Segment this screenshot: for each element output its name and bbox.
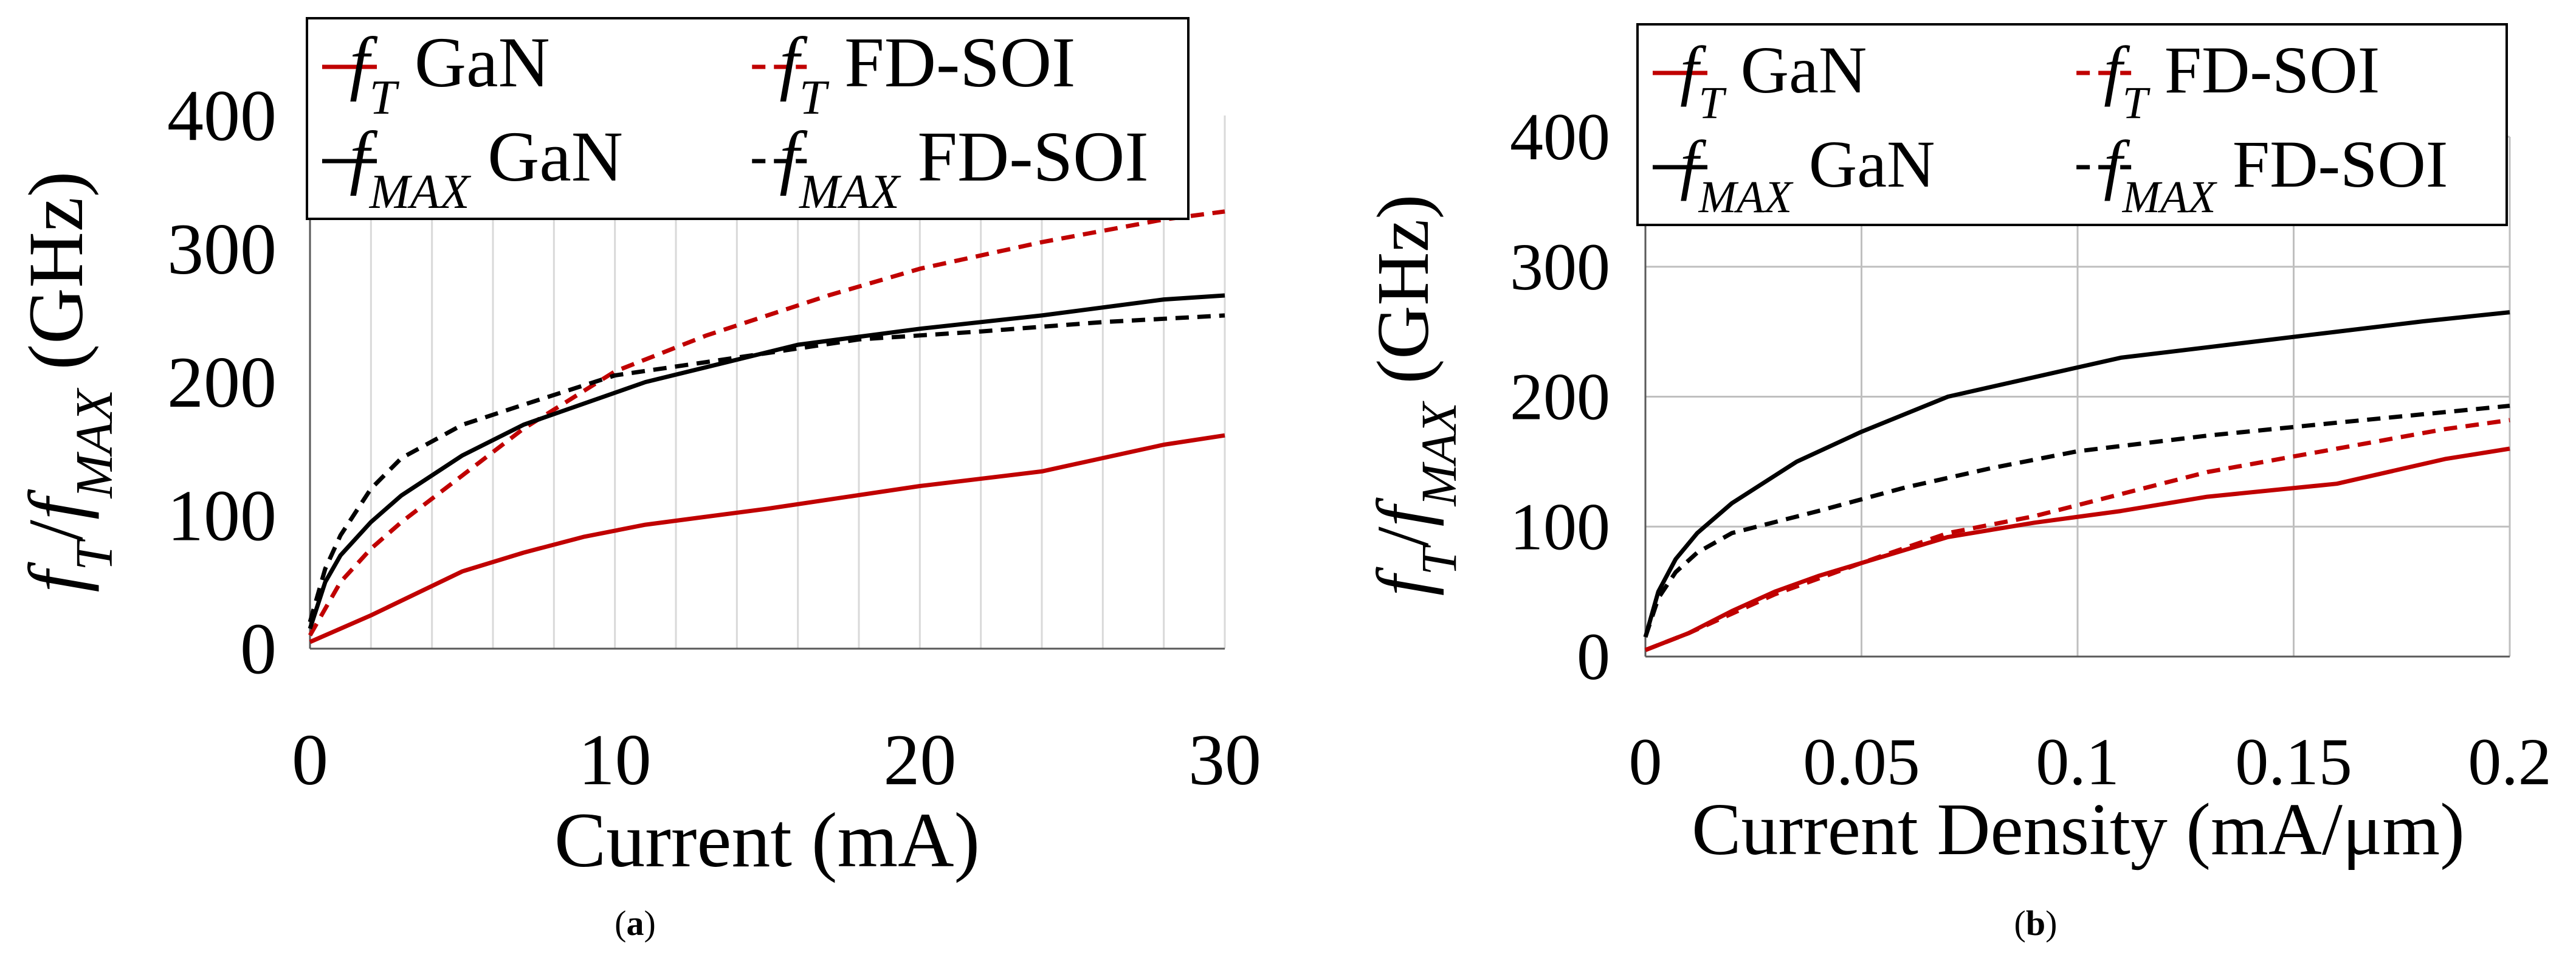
x-tick-label: 0.2 [2468, 725, 2552, 799]
x-axis-label: Current (mA) [554, 797, 980, 883]
x-tick-label: 20 [883, 719, 956, 800]
y-tick-label: 100 [1510, 489, 1610, 564]
panel-a-caption: (a) [615, 903, 656, 943]
panel-b: 0 100 200 300 400 0 0.05 0.1 0.15 0.2 Current Dens… [1288, 0, 2576, 966]
x-tick-label: 0.1 [2036, 725, 2120, 799]
x-tick-label: 10 [579, 719, 652, 800]
x-tick-label: 0.05 [1803, 725, 1920, 799]
x-tick-label: 0.15 [2235, 725, 2352, 799]
panel-b-letter: b [2025, 903, 2046, 943]
y-tick-label: 0 [240, 609, 277, 689]
panel-b-caption: (b) [2014, 903, 2058, 943]
y-tick-label: 100 [167, 475, 277, 556]
y-axis-label: fT/fMAX (GHz) [1362, 195, 1467, 596]
y-tick-label: 200 [1510, 360, 1610, 434]
y-tick-label: 300 [1510, 230, 1610, 304]
series-line-ft-fd-soi [1644, 418, 2510, 652]
x-tick-label: 0 [292, 719, 328, 800]
series-line-fmax-gan [308, 293, 1225, 630]
series-line-ft-gan [1644, 446, 2510, 652]
panel-a-letter: a [626, 903, 644, 943]
series-line-fmax-gan [1643, 310, 2510, 638]
legend-box [306, 17, 1190, 220]
x-tick-label: 30 [1188, 719, 1261, 800]
y-tick-label: 300 [167, 209, 277, 289]
series-line-fmax-fd-soi [308, 313, 1225, 623]
y-tick-label: 400 [1510, 100, 1610, 174]
legend-label: fMAX FD-SOI [2104, 127, 2448, 223]
x-axis-label: Current Density (mA/μm) [1692, 788, 2465, 871]
legend-label: fMAX GaN [350, 117, 623, 219]
panel-a: 0 100 200 300 400 0 10 20 30 Current (mA) fT/fMAX … [13, 17, 1261, 943]
legend-box [1636, 23, 2508, 226]
legend: fT GaN fT FD-SOI fMAX GaN fMAX FD-SOI [1636, 23, 2508, 226]
series-line-fmax-fd-soi [1643, 404, 2510, 638]
legend-label: fMAX FD-SOI [779, 117, 1148, 219]
legend-label: fT FD-SOI [2104, 33, 2380, 128]
x-tick-label: 0 [1629, 725, 1662, 799]
series-line-ft-fd-soi [308, 209, 1225, 637]
y-axis-label: fT/fMAX (GHz) [13, 171, 123, 593]
legend-label: fT GaN [1680, 33, 1867, 128]
legend-label: fMAX GaN [1680, 127, 1935, 223]
series-line-ft-gan [309, 433, 1225, 644]
y-tick-label: 400 [167, 75, 277, 156]
y-tick-label: 200 [167, 342, 277, 423]
chart-a: 0 100 200 300 400 0 10 20 30 Current (mA) fT/fMAX … [13, 17, 1261, 883]
y-tick-label: 0 [1577, 619, 1610, 694]
